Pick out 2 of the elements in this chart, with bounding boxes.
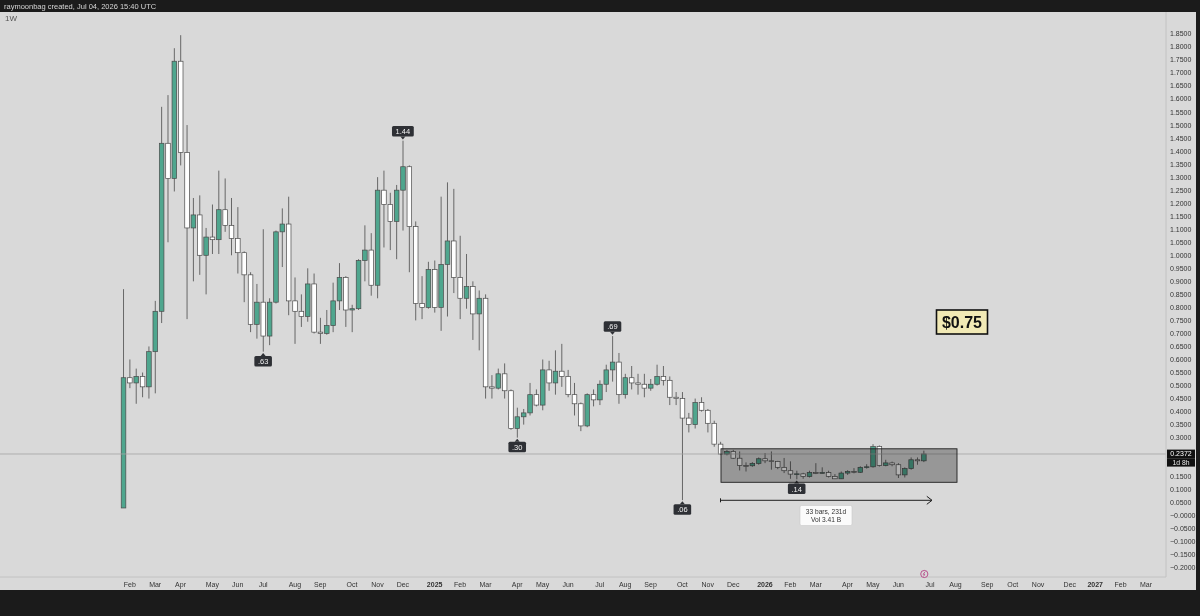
chart-title: 1W [5,13,18,23]
annotation: $0.75 [941,314,983,331]
